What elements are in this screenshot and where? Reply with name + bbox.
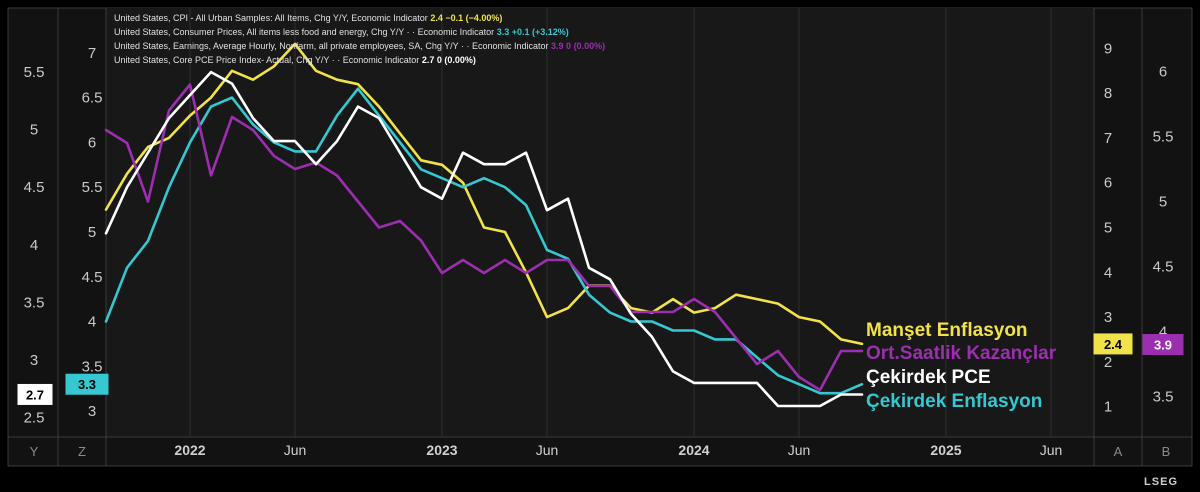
x-tick-label: Jun [1040, 442, 1063, 458]
axis-y-tick-label: 4 [30, 237, 38, 254]
plot-area [106, 8, 1094, 437]
series-name-label: Çekirdek Enflasyon [866, 391, 1042, 412]
axis-z-tick-label: 3.5 [82, 358, 103, 375]
axis-z-tick-label: 4.5 [82, 269, 103, 286]
axis-y-tick-label: 5 [30, 122, 38, 139]
axis-y-tick-label: 3.5 [24, 294, 45, 311]
series-name-label: Çekirdek PCE [866, 367, 991, 388]
b-axis-value-tag-bg [1142, 334, 1184, 355]
axis-a-tick-label: 6 [1104, 175, 1112, 192]
legend-entry: United States, CPI - All Urban Samples: … [114, 13, 502, 23]
axis-a-tick-label: 9 [1104, 40, 1112, 57]
axis-a-tick-label: 5 [1104, 220, 1112, 237]
axis-b-tick-label: 5.5 [1153, 129, 1174, 146]
x-tick-label: 2024 [678, 442, 709, 458]
series-line-4 [104, 70, 864, 408]
y-axis-value-tag-bg [17, 383, 53, 405]
x-tick-label: 2022 [174, 442, 205, 458]
axis-b-tick-label: 5 [1159, 194, 1167, 211]
axis-a-tick-label: 8 [1104, 85, 1112, 102]
axis-b-tick-label: 4.5 [1153, 259, 1174, 276]
legend-entry: United States, Core PCE Price Index- Act… [114, 55, 476, 65]
x-tick-label: 2025 [930, 442, 961, 458]
a-axis-value-tag: 2.4 [1104, 337, 1123, 352]
axis-y-tick-label: 5.5 [24, 64, 45, 81]
series-line-3 [104, 83, 864, 392]
b-axis-value-tag: 3.9 [1154, 338, 1172, 353]
axis-a-tick-label: 4 [1104, 264, 1112, 281]
axis-z-tick-label: 4 [88, 314, 96, 331]
axis-a-tick-label: 3 [1104, 309, 1112, 326]
axis-z-tick-label: 7 [88, 45, 96, 62]
axis-z-tick-label: 6.5 [82, 90, 103, 107]
axis-a-tick-label: 7 [1104, 130, 1112, 147]
brand-logo: LSEG [1144, 476, 1178, 488]
axis-letter-y: Y [30, 444, 39, 459]
axis-y-tick-label: 4.5 [24, 179, 45, 196]
a-axis-value-tag-bg [1093, 333, 1133, 355]
x-tick-label: Jun [284, 442, 307, 458]
axis-letter-b: B [1162, 444, 1171, 459]
axis-letter-a: A [1114, 444, 1123, 459]
x-tick-label: Jun [788, 442, 811, 458]
axis-y-tick-label: 3 [30, 352, 38, 369]
z-axis-value-tag-bg [65, 373, 109, 395]
series-line-1 [104, 42, 864, 346]
axis-a-tick-label: 1 [1104, 399, 1112, 416]
z-axis-value-tag: 3.3 [78, 377, 96, 392]
x-tick-label: 2023 [426, 442, 457, 458]
axis-z-tick-label: 3 [88, 403, 96, 420]
axis-b-tick-label: 4 [1159, 324, 1167, 341]
series-name-label: Ort.Saatlik Kazançlar [866, 343, 1057, 364]
axis-letter-z: Z [78, 444, 86, 459]
axis-z-tick-label: 6 [88, 134, 96, 151]
axis-z-tick-label: 5 [88, 224, 96, 241]
axis-a-tick-label: 2 [1104, 354, 1112, 371]
series-name-label: Manşet Enflasyon [866, 320, 1028, 341]
axis-b-tick-label: 6 [1159, 64, 1167, 81]
axis-y-tick-label: 2.5 [24, 409, 45, 426]
legend-entry: United States, Consumer Prices, All item… [114, 27, 569, 37]
x-tick-label: Jun [536, 442, 559, 458]
legend-entry: United States, Earnings, Average Hourly,… [114, 41, 605, 51]
axis-b-tick-label: 3.5 [1153, 389, 1174, 406]
axis-z-tick-label: 5.5 [82, 179, 103, 196]
y-axis-value-tag: 2.7 [26, 387, 44, 402]
